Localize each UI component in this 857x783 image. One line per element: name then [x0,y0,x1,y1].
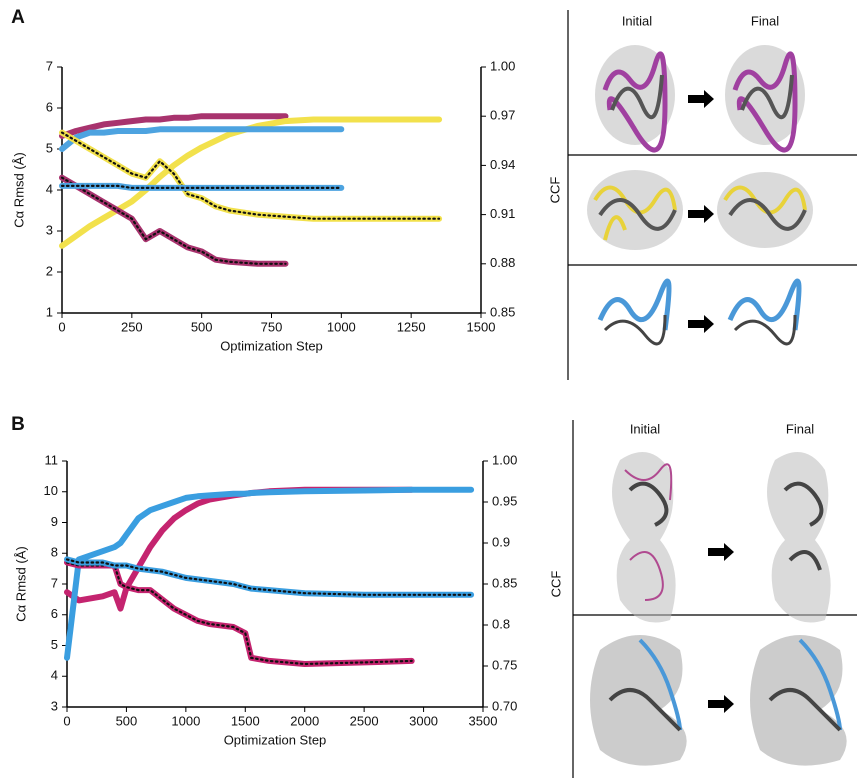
x-tick-label: 1000 [171,713,200,728]
y2-tick-label: 0.70 [492,698,517,713]
x-tick-label: 3000 [409,713,438,728]
x-tick-label: 750 [261,319,283,334]
y2-tick-label: 0.9 [492,534,510,549]
series-line [64,486,475,661]
series-dots [65,558,473,596]
y2-tick-label: 0.8 [492,616,510,631]
y-tick-label: 5 [51,637,58,652]
x-tick-label: 3500 [469,713,498,728]
x-tick-label: 1500 [231,713,260,728]
y2-tick-label: 0.85 [490,304,515,319]
panel-label: A [11,7,25,28]
series-dots [60,176,287,265]
y-tick-label: 7 [46,58,53,73]
x-axis-title: Optimization Step [224,732,327,747]
initial-label: Initial [622,13,652,28]
y-tick-label: 5 [46,140,53,155]
initial-label: Initial [630,421,660,436]
series-line [64,486,415,612]
series-dots [60,131,441,220]
y-tick-label: 4 [51,668,58,683]
x-tick-label: 0 [63,713,70,728]
final-label: Final [786,421,814,436]
x-tick-label: 250 [121,319,143,334]
y-tick-label: 10 [44,483,58,498]
y2-axis-title: CCF [547,177,562,204]
series-dots [60,184,343,189]
y-tick-label: 9 [51,514,58,529]
y-tick-label: 11 [45,452,59,467]
y2-tick-label: 0.94 [490,157,515,172]
y-tick-label: 3 [46,222,53,237]
x-tick-label: 2000 [290,713,319,728]
y-tick-label: 3 [51,698,58,713]
y-tick-label: 4 [46,181,53,196]
x-axis-title: Optimization Step [220,338,323,353]
series-line [59,113,289,139]
x-tick-label: 500 [116,713,138,728]
y-axis-title: Cα Rmsd (Å) [11,152,26,227]
series-line [59,116,443,249]
x-tick-label: 1250 [397,319,426,334]
y-tick-label: 6 [46,99,53,114]
y2-axis-title: CCF [548,571,563,598]
x-tick-label: 0 [58,319,65,334]
structure-images [587,45,813,346]
series-line [59,126,345,152]
y-tick-label: 8 [51,545,58,560]
series-dots [65,561,413,666]
panel-label: B [11,414,25,435]
y-tick-label: 2 [46,263,53,278]
y2-tick-label: 0.91 [490,206,515,221]
y-tick-label: 6 [51,606,58,621]
x-tick-label: 1000 [327,319,356,334]
y2-tick-label: 0.88 [490,255,515,270]
structure-images [590,452,847,766]
x-tick-label: 2500 [350,713,379,728]
y2-tick-label: 1.00 [490,58,515,73]
y-tick-label: 1 [46,304,53,319]
final-label: Final [751,13,779,28]
y2-tick-label: 0.85 [492,575,517,590]
x-tick-label: 1500 [467,319,496,334]
y2-tick-label: 1.00 [492,452,517,467]
y-tick-label: 7 [51,575,58,590]
y-axis-title: Cα Rmsd (Å) [13,546,28,621]
y2-tick-label: 0.75 [492,657,517,672]
series-line [59,129,443,222]
y2-tick-label: 0.95 [492,493,517,508]
x-tick-label: 500 [191,319,213,334]
y2-tick-label: 0.97 [490,108,515,123]
